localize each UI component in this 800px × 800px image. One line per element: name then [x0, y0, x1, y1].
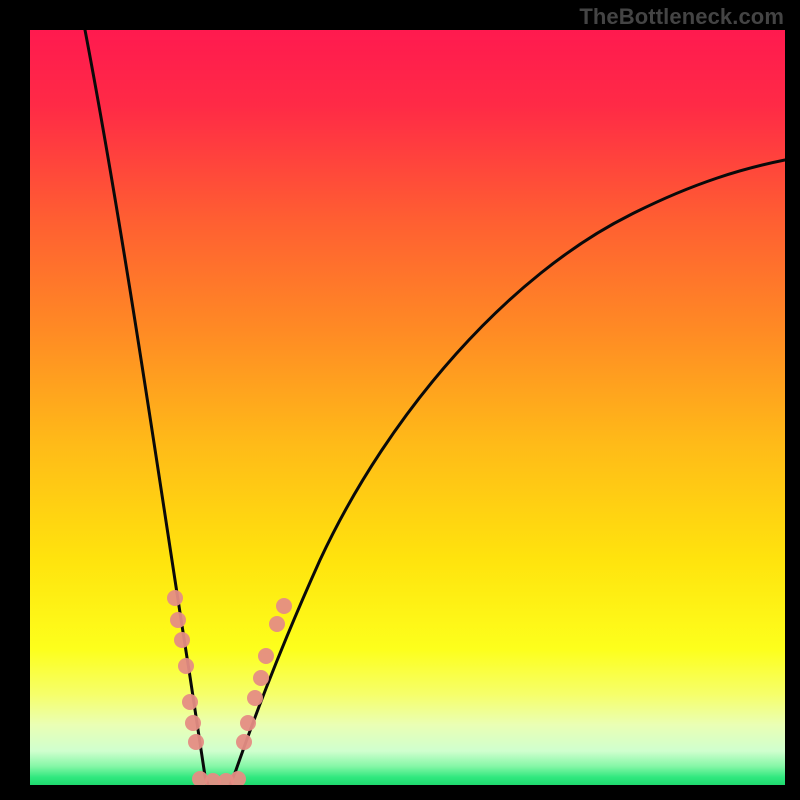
scatter-point [188, 734, 204, 750]
scatter-point [253, 670, 269, 686]
scatter-point [178, 658, 194, 674]
scatter-point [276, 598, 292, 614]
scatter-point [167, 590, 183, 606]
scatter-point [185, 715, 201, 731]
chart-plot-area [30, 30, 785, 785]
scatter-points [167, 590, 292, 785]
scatter-point [258, 648, 274, 664]
scatter-point [170, 612, 186, 628]
scatter-point [240, 715, 256, 731]
watermark-label: TheBottleneck.com [579, 4, 784, 30]
scatter-point [182, 694, 198, 710]
scatter-point [247, 690, 263, 706]
scatter-point [230, 771, 246, 785]
scatter-point [269, 616, 285, 632]
scatter-point [174, 632, 190, 648]
right-bottleneck-curve [230, 160, 785, 785]
scatter-point [236, 734, 252, 750]
curve-layer [30, 30, 785, 785]
